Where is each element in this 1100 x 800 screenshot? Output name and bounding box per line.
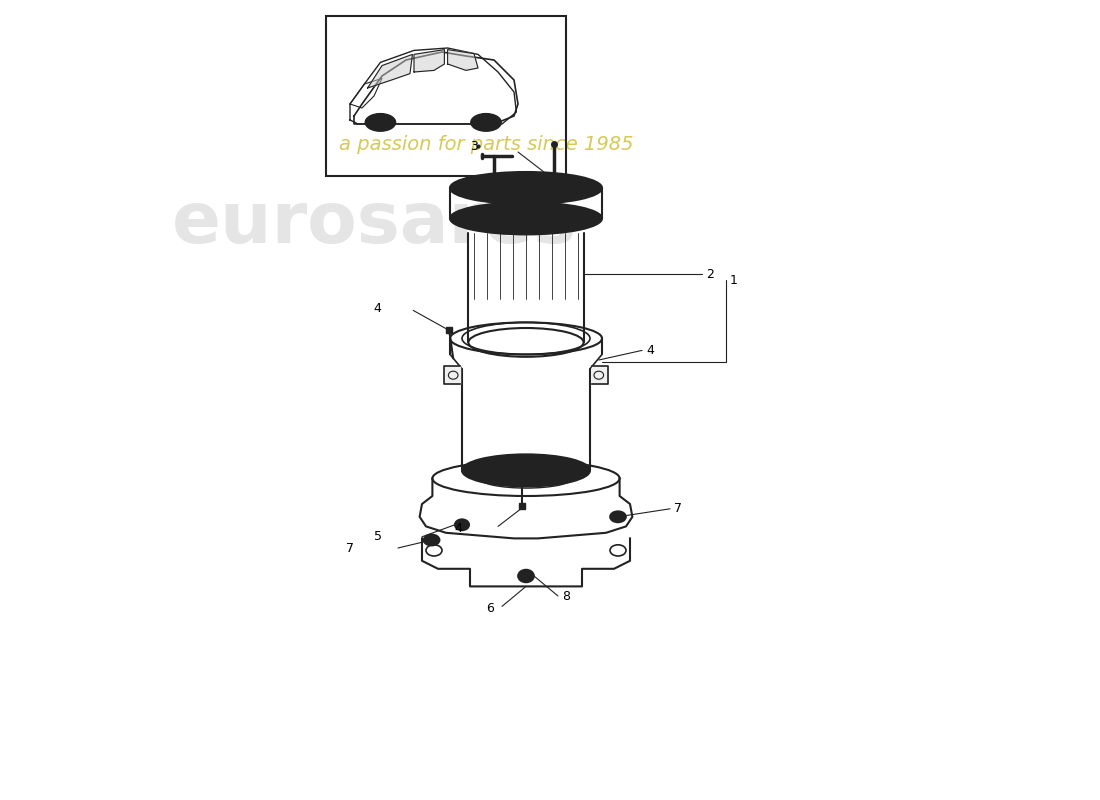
Text: 6: 6 (486, 602, 494, 615)
Text: 4: 4 (373, 302, 382, 315)
Polygon shape (367, 54, 412, 88)
Text: 7: 7 (346, 542, 354, 554)
Polygon shape (350, 48, 516, 124)
Ellipse shape (610, 511, 626, 522)
Ellipse shape (450, 172, 602, 204)
Text: 4: 4 (454, 522, 462, 535)
Ellipse shape (424, 534, 440, 546)
Text: 5: 5 (374, 530, 382, 543)
Polygon shape (414, 50, 444, 72)
Ellipse shape (454, 519, 470, 530)
Text: 4: 4 (646, 344, 653, 357)
Text: 3: 3 (470, 140, 477, 153)
Polygon shape (444, 366, 461, 384)
Ellipse shape (365, 114, 396, 131)
Text: 8: 8 (562, 590, 570, 602)
Ellipse shape (471, 114, 502, 131)
Ellipse shape (518, 570, 534, 582)
Ellipse shape (450, 202, 602, 234)
Polygon shape (448, 50, 478, 70)
Ellipse shape (462, 454, 590, 486)
Ellipse shape (514, 211, 539, 226)
Polygon shape (592, 366, 607, 384)
Text: eurosares: eurosares (172, 190, 576, 258)
Text: 2: 2 (706, 268, 714, 281)
Text: a passion for parts since 1985: a passion for parts since 1985 (339, 134, 634, 154)
Text: 1: 1 (730, 274, 738, 287)
Text: 7: 7 (674, 502, 682, 515)
